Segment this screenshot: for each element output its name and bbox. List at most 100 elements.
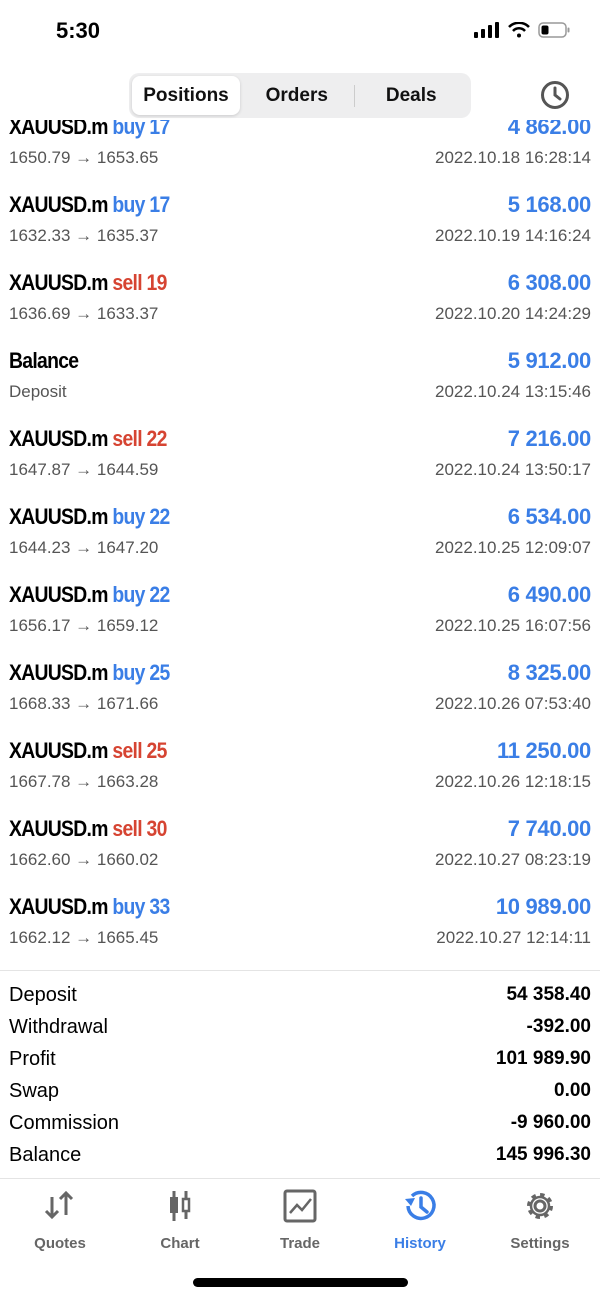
list-item[interactable]: XAUUSD.m buy 33 10 989.00 1662.12 → 1665.4… bbox=[0, 892, 600, 970]
deal-prices: 1636.69 → 1633.37 bbox=[9, 304, 159, 323]
deal-side: sell bbox=[112, 270, 142, 295]
deal-symbol: XAUUSD.m bbox=[9, 738, 108, 763]
tab-quotes[interactable]: Quotes bbox=[0, 1179, 120, 1299]
deal-time: 2022.10.26 07:53:40 bbox=[435, 694, 591, 713]
summary-label: Profit bbox=[9, 1048, 56, 1070]
summary-value: 145 996.30 bbox=[495, 1144, 591, 1165]
list-item[interactable]: XAUUSD.m buy 17 4 862.00 1650.79 → 1653.65… bbox=[0, 112, 600, 190]
deal-side: sell bbox=[112, 738, 142, 763]
list-item[interactable]: XAUUSD.m sell 19 6 308.00 1636.69 → 1633.3… bbox=[0, 268, 600, 346]
deal-time: 2022.10.19 14:16:24 bbox=[435, 226, 591, 245]
summary-value: 101 989.90 bbox=[495, 1048, 591, 1069]
arrows-up-down-icon bbox=[44, 1190, 74, 1220]
deal-profit: 11 250.00 bbox=[497, 738, 591, 763]
deal-side: buy bbox=[112, 894, 145, 919]
tab-trade[interactable]: Trade bbox=[240, 1179, 360, 1299]
tab-chart[interactable]: Chart bbox=[120, 1179, 240, 1299]
wifi-icon bbox=[508, 22, 530, 38]
deal-prices: 1644.23 → 1647.20 bbox=[9, 538, 159, 557]
header: Positions Orders Deals bbox=[0, 66, 600, 120]
battery-icon bbox=[538, 22, 570, 38]
tab-orders[interactable]: Orders bbox=[265, 85, 328, 106]
summary-value: 54 358.40 bbox=[506, 984, 591, 1005]
deal-side: buy bbox=[112, 192, 145, 217]
deal-prices: 1667.78 → 1663.28 bbox=[9, 772, 159, 791]
list-item[interactable]: XAUUSD.m buy 17 5 168.00 1632.33 → 1635.37… bbox=[0, 190, 600, 268]
deal-side: buy bbox=[112, 660, 145, 685]
deal-time: 2022.10.25 16:07:56 bbox=[435, 616, 591, 635]
list-item[interactable]: XAUUSD.m sell 22 7 216.00 1647.87 → 1644.5… bbox=[0, 424, 600, 502]
deal-prices: 1650.79 → 1653.65 bbox=[9, 148, 159, 167]
deal-prices: Deposit bbox=[9, 382, 67, 401]
deal-volume: 33 bbox=[149, 894, 170, 919]
candlestick-icon bbox=[170, 1191, 191, 1221]
summary-value: -9 960.00 bbox=[510, 1112, 591, 1133]
deal-volume: 17 bbox=[149, 114, 170, 139]
deal-time: 2022.10.18 16:28:14 bbox=[435, 148, 591, 167]
summary-row: Swap 0.00 bbox=[9, 1078, 591, 1110]
deal-time: 2022.10.27 08:23:19 bbox=[435, 850, 591, 869]
deal-side: buy bbox=[112, 582, 145, 607]
tab-deals[interactable]: Deals bbox=[385, 85, 437, 106]
summary-panel: Deposit 54 358.40 Withdrawal -392.00 Profit 1… bbox=[0, 970, 600, 1174]
deal-symbol: Balance bbox=[9, 348, 79, 373]
deal-time: 2022.10.24 13:50:17 bbox=[435, 460, 591, 479]
deal-profit: 7 216.00 bbox=[507, 426, 592, 451]
deal-symbol: XAUUSD.m bbox=[9, 270, 108, 295]
deal-volume: 25 bbox=[149, 660, 170, 685]
tab-history[interactable]: History bbox=[360, 1179, 480, 1299]
summary-value: -392.00 bbox=[526, 1016, 591, 1037]
divider bbox=[353, 84, 355, 107]
summary-row: Commission -9 960.00 bbox=[9, 1110, 591, 1142]
deal-volume: 22 bbox=[146, 426, 168, 451]
deal-side: sell bbox=[112, 426, 142, 451]
summary-row: Deposit 54 358.40 bbox=[9, 982, 591, 1014]
deal-prices: 1647.87 → 1644.59 bbox=[9, 460, 159, 479]
gear-icon bbox=[527, 1193, 553, 1219]
deal-profit: 5 168.00 bbox=[507, 192, 592, 217]
summary-label: Swap bbox=[9, 1080, 60, 1102]
summary-label: Commission bbox=[9, 1112, 120, 1134]
deal-time: 2022.10.26 12:18:15 bbox=[435, 772, 591, 791]
deal-prices: 1662.60 → 1660.02 bbox=[9, 850, 159, 869]
list-item[interactable]: XAUUSD.m buy 25 8 325.00 1668.33 → 1671.66… bbox=[0, 658, 600, 736]
deal-profit: 8 325.00 bbox=[507, 660, 592, 685]
summary-label: Balance bbox=[9, 1144, 82, 1166]
tab-bar: Quotes Chart Trade History Settings bbox=[0, 1178, 600, 1299]
deal-profit: 5 912.00 bbox=[507, 348, 592, 373]
trade-chart-icon bbox=[283, 1189, 317, 1223]
clock-icon[interactable] bbox=[540, 80, 570, 110]
list-item[interactable]: XAUUSD.m buy 22 6 534.00 1644.23 → 1647.20… bbox=[0, 502, 600, 580]
deal-symbol: XAUUSD.m bbox=[9, 660, 108, 685]
deal-prices: 1668.33 → 1671.66 bbox=[9, 694, 159, 713]
tab-settings[interactable]: Settings bbox=[480, 1179, 600, 1299]
deal-volume: 17 bbox=[149, 192, 170, 217]
deal-time: 2022.10.24 13:15:46 bbox=[435, 382, 591, 401]
deal-time: 2022.10.27 12:14:11 bbox=[436, 928, 591, 947]
summary-row: Balance 145 996.30 bbox=[9, 1142, 591, 1174]
deal-time: 2022.10.25 12:09:07 bbox=[435, 538, 591, 557]
segmented-control: Positions Orders Deals bbox=[129, 73, 471, 118]
deal-side: sell bbox=[112, 816, 142, 841]
deal-profit: 6 308.00 bbox=[507, 270, 592, 295]
deal-profit: 6 490.00 bbox=[507, 582, 592, 607]
tab-positions[interactable]: Positions bbox=[132, 76, 240, 115]
deal-symbol: XAUUSD.m bbox=[9, 504, 108, 529]
home-indicator bbox=[193, 1278, 408, 1287]
tab-label: History bbox=[394, 1235, 446, 1252]
summary-label: Deposit bbox=[9, 984, 77, 1006]
deal-prices: 1656.17 → 1659.12 bbox=[9, 616, 159, 635]
deal-volume: 22 bbox=[149, 504, 170, 529]
status-bar: 5:30 bbox=[0, 0, 600, 66]
tab-label: Quotes bbox=[34, 1235, 86, 1252]
list-item[interactable]: XAUUSD.m sell 30 7 740.00 1662.60 → 1660.0… bbox=[0, 814, 600, 892]
deal-time: 2022.10.20 14:24:29 bbox=[435, 304, 591, 323]
deal-symbol: XAUUSD.m bbox=[9, 192, 108, 217]
list-item[interactable]: XAUUSD.m buy 22 6 490.00 1656.17 → 1659.12… bbox=[0, 580, 600, 658]
deal-profit: 6 534.00 bbox=[507, 504, 592, 529]
signal-icon bbox=[474, 22, 499, 38]
deal-symbol: XAUUSD.m bbox=[9, 894, 108, 919]
list-item[interactable]: Balance 5 912.00 Deposit 2022.10.24 13:15:4… bbox=[0, 346, 600, 424]
list-item[interactable]: XAUUSD.m sell 25 11 250.00 1667.78 → 1663.… bbox=[0, 736, 600, 814]
history-icon bbox=[405, 1190, 436, 1221]
